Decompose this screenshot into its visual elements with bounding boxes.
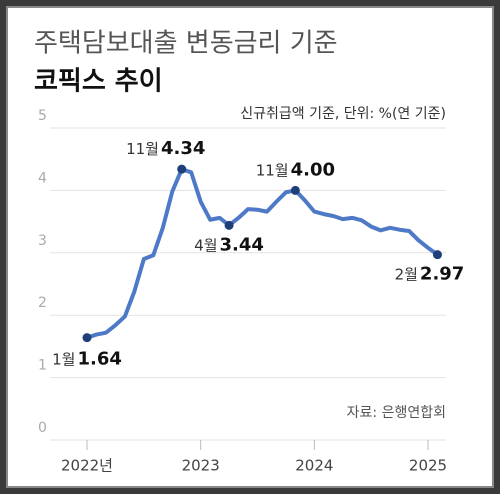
chart-subtitle: 코픽스 추이 <box>34 67 163 97</box>
unit-note: 신규취급액 기준, 단위: %(연 기준) <box>240 106 446 122</box>
x-tick-label: 2022년 <box>61 457 113 475</box>
point <box>432 250 442 260</box>
source: 자료: 은행연합회 <box>347 405 446 421</box>
value-label: 2.97 <box>420 264 464 285</box>
month-label: 11월 <box>256 161 289 179</box>
point <box>290 185 300 195</box>
y-tick-label: 2 <box>38 295 47 311</box>
month-label: 4월 <box>194 236 217 254</box>
month-label: 2월 <box>395 265 418 283</box>
value-label: 1.64 <box>77 349 121 370</box>
value-label: 4.34 <box>161 138 205 159</box>
data-label: 2월 2.97 <box>395 264 465 285</box>
data-label: 4월 3.44 <box>194 234 264 255</box>
month-label: 1월 <box>52 350 75 368</box>
x-tick-label: 2024 <box>295 457 333 475</box>
data-label: 11월 4.34 <box>126 138 205 159</box>
point <box>82 333 92 343</box>
data-label: 11월 4.00 <box>256 159 335 180</box>
y-tick-label: 3 <box>38 233 47 249</box>
chart-title: 주택담보대출 변동금리 기준 <box>34 29 338 59</box>
point <box>224 220 234 230</box>
point <box>177 164 187 174</box>
x-tick-label: 2023 <box>182 457 220 475</box>
y-tick-label: 1 <box>38 358 47 374</box>
data-label: 1월 1.64 <box>52 349 122 370</box>
value-label: 3.44 <box>220 234 264 255</box>
month-label: 11월 <box>126 140 159 158</box>
y-tick-label: 0 <box>38 420 47 436</box>
line <box>86 167 439 340</box>
value-label: 4.00 <box>291 159 335 180</box>
x-tick-label: 2025 <box>409 457 447 475</box>
y-tick-label: 4 <box>38 170 47 186</box>
y-tick-label: 5 <box>38 108 47 124</box>
